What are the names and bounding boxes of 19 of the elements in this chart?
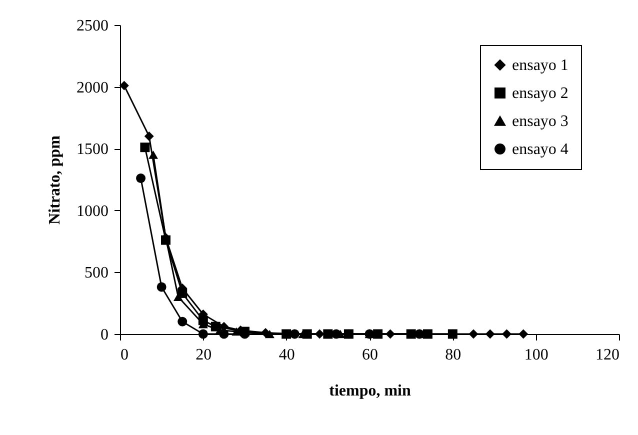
x-tick-label: 120 bbox=[596, 346, 620, 364]
legend-label: ensayo 3 bbox=[512, 113, 568, 130]
x-tick-label: 40 bbox=[278, 346, 295, 364]
x-tick-label: 20 bbox=[196, 346, 212, 364]
y-tick-label: 1000 bbox=[76, 202, 108, 220]
legend-label: ensayo 4 bbox=[512, 141, 568, 158]
x-tick-label: 80 bbox=[445, 346, 462, 364]
legend-label: ensayo 1 bbox=[512, 57, 568, 74]
x-tick-label: 60 bbox=[362, 346, 378, 364]
x-tick-label: 100 bbox=[524, 346, 548, 364]
y-tick-label: 1500 bbox=[76, 141, 108, 158]
y-tick-label: 2500 bbox=[76, 18, 108, 34]
y-tick-label: 0 bbox=[100, 326, 108, 344]
y-axis-title: Nitrato, ppm bbox=[46, 134, 64, 224]
legend-label: ensayo 2 bbox=[512, 85, 568, 102]
x-axis-title: tiempo, min bbox=[329, 382, 411, 400]
x-tick-label: 0 bbox=[120, 346, 128, 364]
y-tick-label: 2000 bbox=[76, 79, 108, 96]
y-tick-label: 500 bbox=[84, 264, 108, 282]
